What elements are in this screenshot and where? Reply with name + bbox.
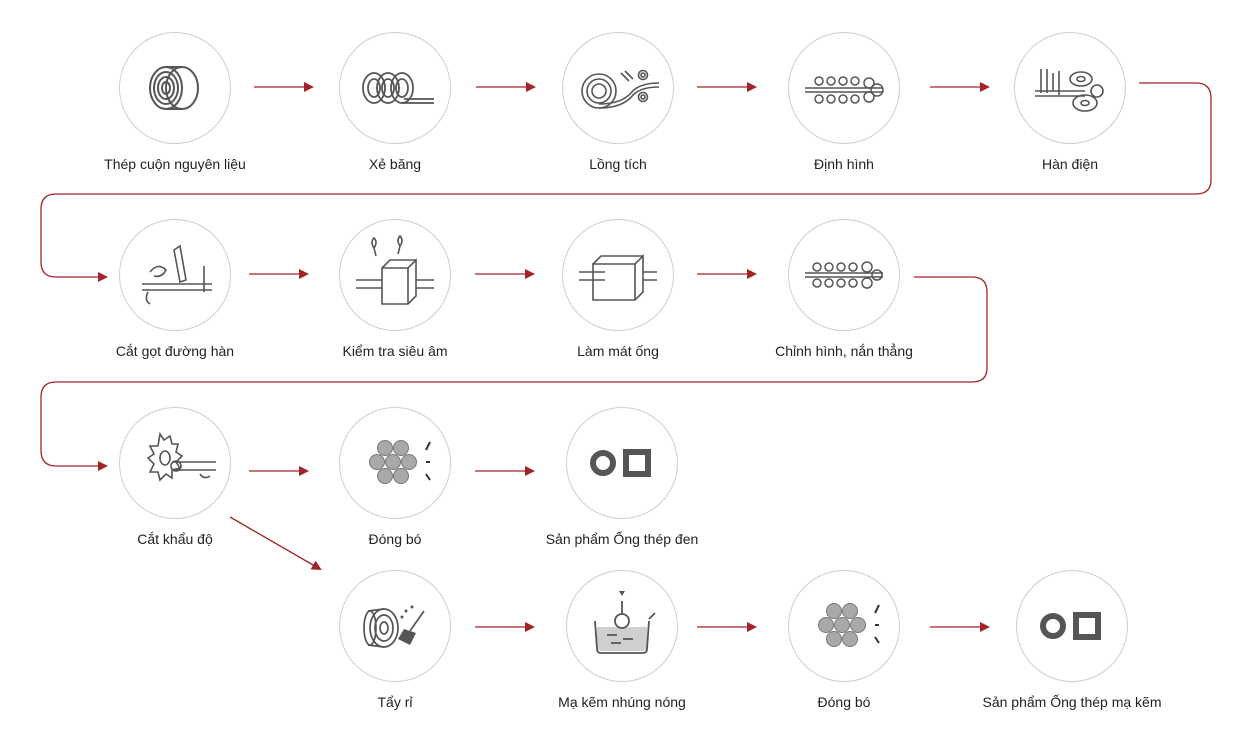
step-circle <box>1016 570 1128 682</box>
step-cat-khau-do: Cắt khẩu độ <box>119 407 231 547</box>
connector-row2-row3 <box>40 276 988 471</box>
step-label: Cắt khẩu độ <box>137 531 213 547</box>
strip-accumulator-icon <box>581 69 660 109</box>
step-label: Lồng tích <box>589 156 647 172</box>
step-san-pham-ma-kem: Sản phẩm Ống thép mạ kẽm <box>983 570 1162 710</box>
weld-bead-trimming-icon <box>142 244 212 305</box>
pipe-cooling-icon <box>579 254 657 301</box>
step-dong-bo-1: Đóng bó <box>339 407 451 547</box>
electric-welding-icon <box>1035 69 1104 112</box>
step-circle <box>339 407 451 519</box>
step-label: Thép cuộn nguyên liệu <box>104 156 246 172</box>
step-circle <box>788 219 900 331</box>
step-label: Kiểm tra siêu âm <box>342 343 448 359</box>
strip-slitting-icon <box>362 72 434 104</box>
step-circle <box>788 32 900 144</box>
step-circle <box>562 219 674 331</box>
step-xe-bang: Xẻ băng <box>339 32 451 172</box>
step-cat-got: Cắt gọt đường hàn <box>116 219 234 359</box>
step-label: Cắt gọt đường hàn <box>115 343 235 359</box>
step-circle <box>788 570 900 682</box>
step-label: Đóng bó <box>817 694 871 710</box>
step-han-dien: Hàn điện <box>1014 32 1126 172</box>
sizing-straightening-icon <box>805 261 883 289</box>
forming-rollers-icon <box>805 76 884 104</box>
step-label: Đóng bó <box>368 531 422 547</box>
rust-removal-icon <box>363 605 425 648</box>
step-label: Tẩy rỉ <box>377 694 413 710</box>
arrow-10-13 <box>229 516 322 571</box>
bundling-icon <box>818 603 880 647</box>
ultrasonic-test-icon <box>356 234 434 305</box>
step-label: Chỉnh hình, nắn thẳng <box>775 343 913 359</box>
step-long-tich: Lồng tích <box>562 32 674 172</box>
hot-dip-galvanizing-icon <box>594 591 656 654</box>
step-thep-cuon: Thép cuộn nguyên liệu <box>104 32 246 172</box>
step-san-pham-den: Sản phẩm Ống thép đen <box>546 407 698 547</box>
step-circle <box>339 32 451 144</box>
step-label: Mạ kẽm nhúng nóng <box>558 694 686 710</box>
cut-to-length-icon <box>146 431 216 482</box>
step-circle <box>339 219 451 331</box>
step-dong-bo-2: Đóng bó <box>788 570 900 710</box>
step-label: Làm mát ống <box>577 343 659 359</box>
step-circle <box>339 570 451 682</box>
step-label: Hàn điện <box>1041 156 1099 172</box>
step-lam-mat: Làm mát ống <box>562 219 674 359</box>
step-tay-ri: Tẩy rỉ <box>339 570 451 710</box>
step-circle <box>566 407 678 519</box>
step-circle <box>566 570 678 682</box>
galvanized-pipe-product-icon <box>1040 612 1101 640</box>
step-label: Định hình <box>814 156 874 172</box>
step-label: Sản phẩm Ống thép đen <box>545 531 699 547</box>
step-label: Sản phẩm Ống thép mạ kẽm <box>982 694 1162 710</box>
step-circle <box>562 32 674 144</box>
step-circle <box>119 219 231 331</box>
step-dinh-hinh: Định hình <box>788 32 900 172</box>
step-ma-kem: Mạ kẽm nhúng nóng <box>558 570 686 710</box>
black-pipe-product-icon <box>590 449 651 477</box>
step-circle <box>119 407 231 519</box>
step-chinh-hinh: Chỉnh hình, nắn thẳng <box>775 219 913 359</box>
connector-row1-row2 <box>40 82 1212 282</box>
bundling-icon <box>369 440 431 484</box>
step-label: Xẻ băng <box>368 156 422 172</box>
steel-coil-icon <box>149 66 199 110</box>
step-circle <box>119 32 231 144</box>
step-circle <box>1014 32 1126 144</box>
step-kiem-tra: Kiểm tra siêu âm <box>339 219 451 359</box>
